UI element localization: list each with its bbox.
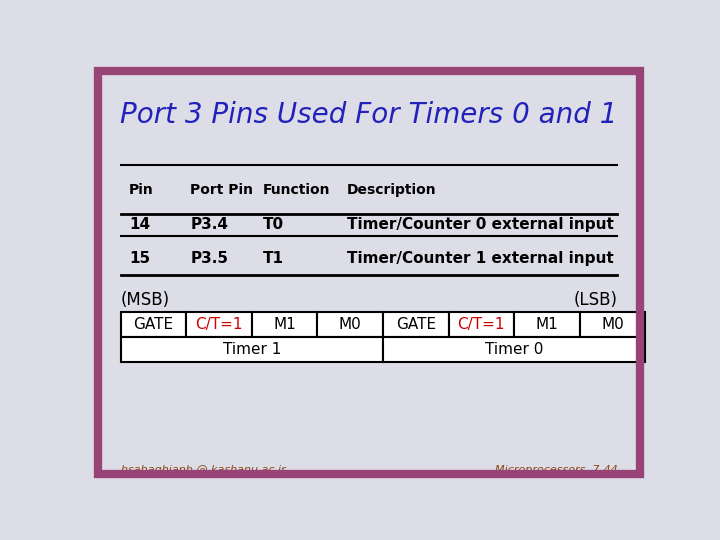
Text: M1: M1 — [536, 317, 558, 332]
Bar — [449, 312, 514, 337]
Bar — [580, 312, 645, 337]
Bar — [383, 337, 645, 362]
Bar — [318, 312, 383, 337]
Text: (LSB): (LSB) — [573, 291, 617, 309]
Bar — [121, 312, 186, 337]
Text: (MSB): (MSB) — [121, 291, 170, 309]
Text: M1: M1 — [273, 317, 296, 332]
Text: Timer 1: Timer 1 — [222, 342, 281, 357]
Text: GATE: GATE — [133, 317, 174, 332]
Text: Description: Description — [347, 183, 436, 197]
Text: C/T=1: C/T=1 — [195, 317, 243, 332]
Text: C/T=1: C/T=1 — [457, 317, 505, 332]
Text: P3.4: P3.4 — [190, 218, 228, 232]
Bar — [383, 312, 449, 337]
Text: M0: M0 — [601, 317, 624, 332]
Text: Function: Function — [263, 183, 330, 197]
Text: 15: 15 — [129, 251, 150, 266]
Text: Port 3 Pins Used For Timers 0 and 1: Port 3 Pins Used For Timers 0 and 1 — [120, 100, 618, 129]
Text: T1: T1 — [263, 251, 284, 266]
Text: Timer/Counter 0 external input: Timer/Counter 0 external input — [347, 218, 613, 232]
Bar — [121, 337, 383, 362]
Text: Pin: Pin — [129, 183, 154, 197]
Text: P3.5: P3.5 — [190, 251, 228, 266]
Bar — [514, 312, 580, 337]
Text: Microprocessors  7-44: Microprocessors 7-44 — [495, 465, 617, 475]
Text: Port Pin: Port Pin — [190, 183, 253, 197]
Text: M0: M0 — [339, 317, 361, 332]
Bar — [252, 312, 318, 337]
Text: hsabaghianb @ kashanu.ac.ir: hsabaghianb @ kashanu.ac.ir — [121, 465, 285, 475]
Text: 14: 14 — [129, 218, 150, 232]
Text: Timer 0: Timer 0 — [485, 342, 544, 357]
Text: Timer/Counter 1 external input: Timer/Counter 1 external input — [347, 251, 613, 266]
Bar — [186, 312, 252, 337]
Text: T0: T0 — [263, 218, 284, 232]
Text: GATE: GATE — [396, 317, 436, 332]
